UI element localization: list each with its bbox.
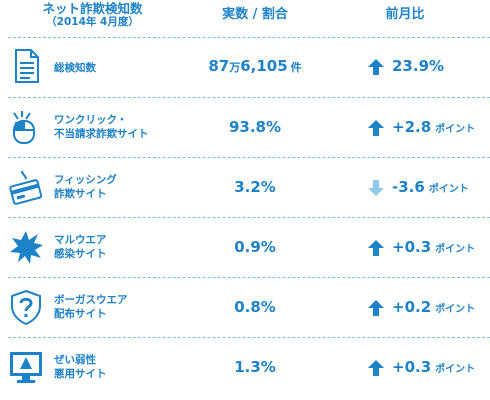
header-title: ネット詐欺検知数 [42, 1, 143, 16]
row-change: +2.8 ポイント [392, 118, 476, 136]
row-phishing: フィッシング 詐欺サイト 3.2% -3.6 ポイント [0, 157, 490, 217]
monitor-warning-icon [8, 349, 44, 385]
row-vulnerability: ぜい弱性 悪用サイト 1.3% +0.3 ポイント [0, 337, 490, 397]
divider [8, 97, 490, 98]
arrow-up-icon [367, 58, 385, 76]
row-change: 23.9% [392, 57, 445, 75]
arrow-down-icon [367, 179, 385, 197]
row-change: +0.3 ポイント [392, 358, 476, 376]
row-total: 総検知数 87万6,105 件 23.9% [0, 37, 490, 97]
header-change-column: 前月比 [385, 7, 425, 22]
row-value: 0.9% [234, 238, 276, 256]
divider [8, 217, 490, 218]
header-subtitle: （2014年 4月度） [46, 16, 139, 28]
row-change: -3.6 ポイント [392, 178, 469, 196]
divider [8, 37, 490, 38]
arrow-up-icon [367, 359, 385, 377]
burst-icon [8, 229, 44, 265]
row-malware: マルウエア 感染サイト 0.9% +0.3 ポイント [0, 217, 490, 277]
row-value: 93.8% [228, 118, 282, 136]
divider [8, 157, 490, 158]
header-value-column: 実数 / 割合 [222, 7, 288, 22]
shield-question-icon [8, 289, 44, 325]
fishing-card-icon [8, 169, 44, 205]
divider [8, 277, 490, 278]
row-value: 0.8% [234, 298, 276, 316]
row-label: 総検知数 [54, 62, 96, 74]
arrow-up-icon [367, 239, 385, 257]
mouse-click-icon [8, 109, 44, 145]
divider [8, 337, 490, 338]
row-label: ボーガスウエア 配布サイト [54, 294, 128, 320]
arrow-up-icon [367, 119, 385, 137]
row-value: 1.3% [234, 358, 276, 376]
row-change: +0.3 ポイント [392, 238, 476, 256]
row-label: ワンクリック・ 不当請求詐欺サイト [54, 114, 149, 140]
row-value: 87万6,105 件 [208, 57, 302, 75]
arrow-up-icon [367, 299, 385, 317]
row-label: マルウエア 感染サイト [54, 234, 107, 260]
row-value: 3.2% [234, 178, 276, 196]
row-change: +0.2 ポイント [392, 298, 476, 316]
row-label: フィッシング 詐欺サイト [54, 174, 117, 200]
document-icon [8, 48, 44, 84]
row-bogusware: ボーガスウエア 配布サイト 0.8% +0.2 ポイント [0, 277, 490, 337]
row-label: ぜい弱性 悪用サイト [54, 354, 107, 380]
row-one-click: ワンクリック・ 不当請求詐欺サイト 93.8% +2.8 ポイント [0, 97, 490, 157]
